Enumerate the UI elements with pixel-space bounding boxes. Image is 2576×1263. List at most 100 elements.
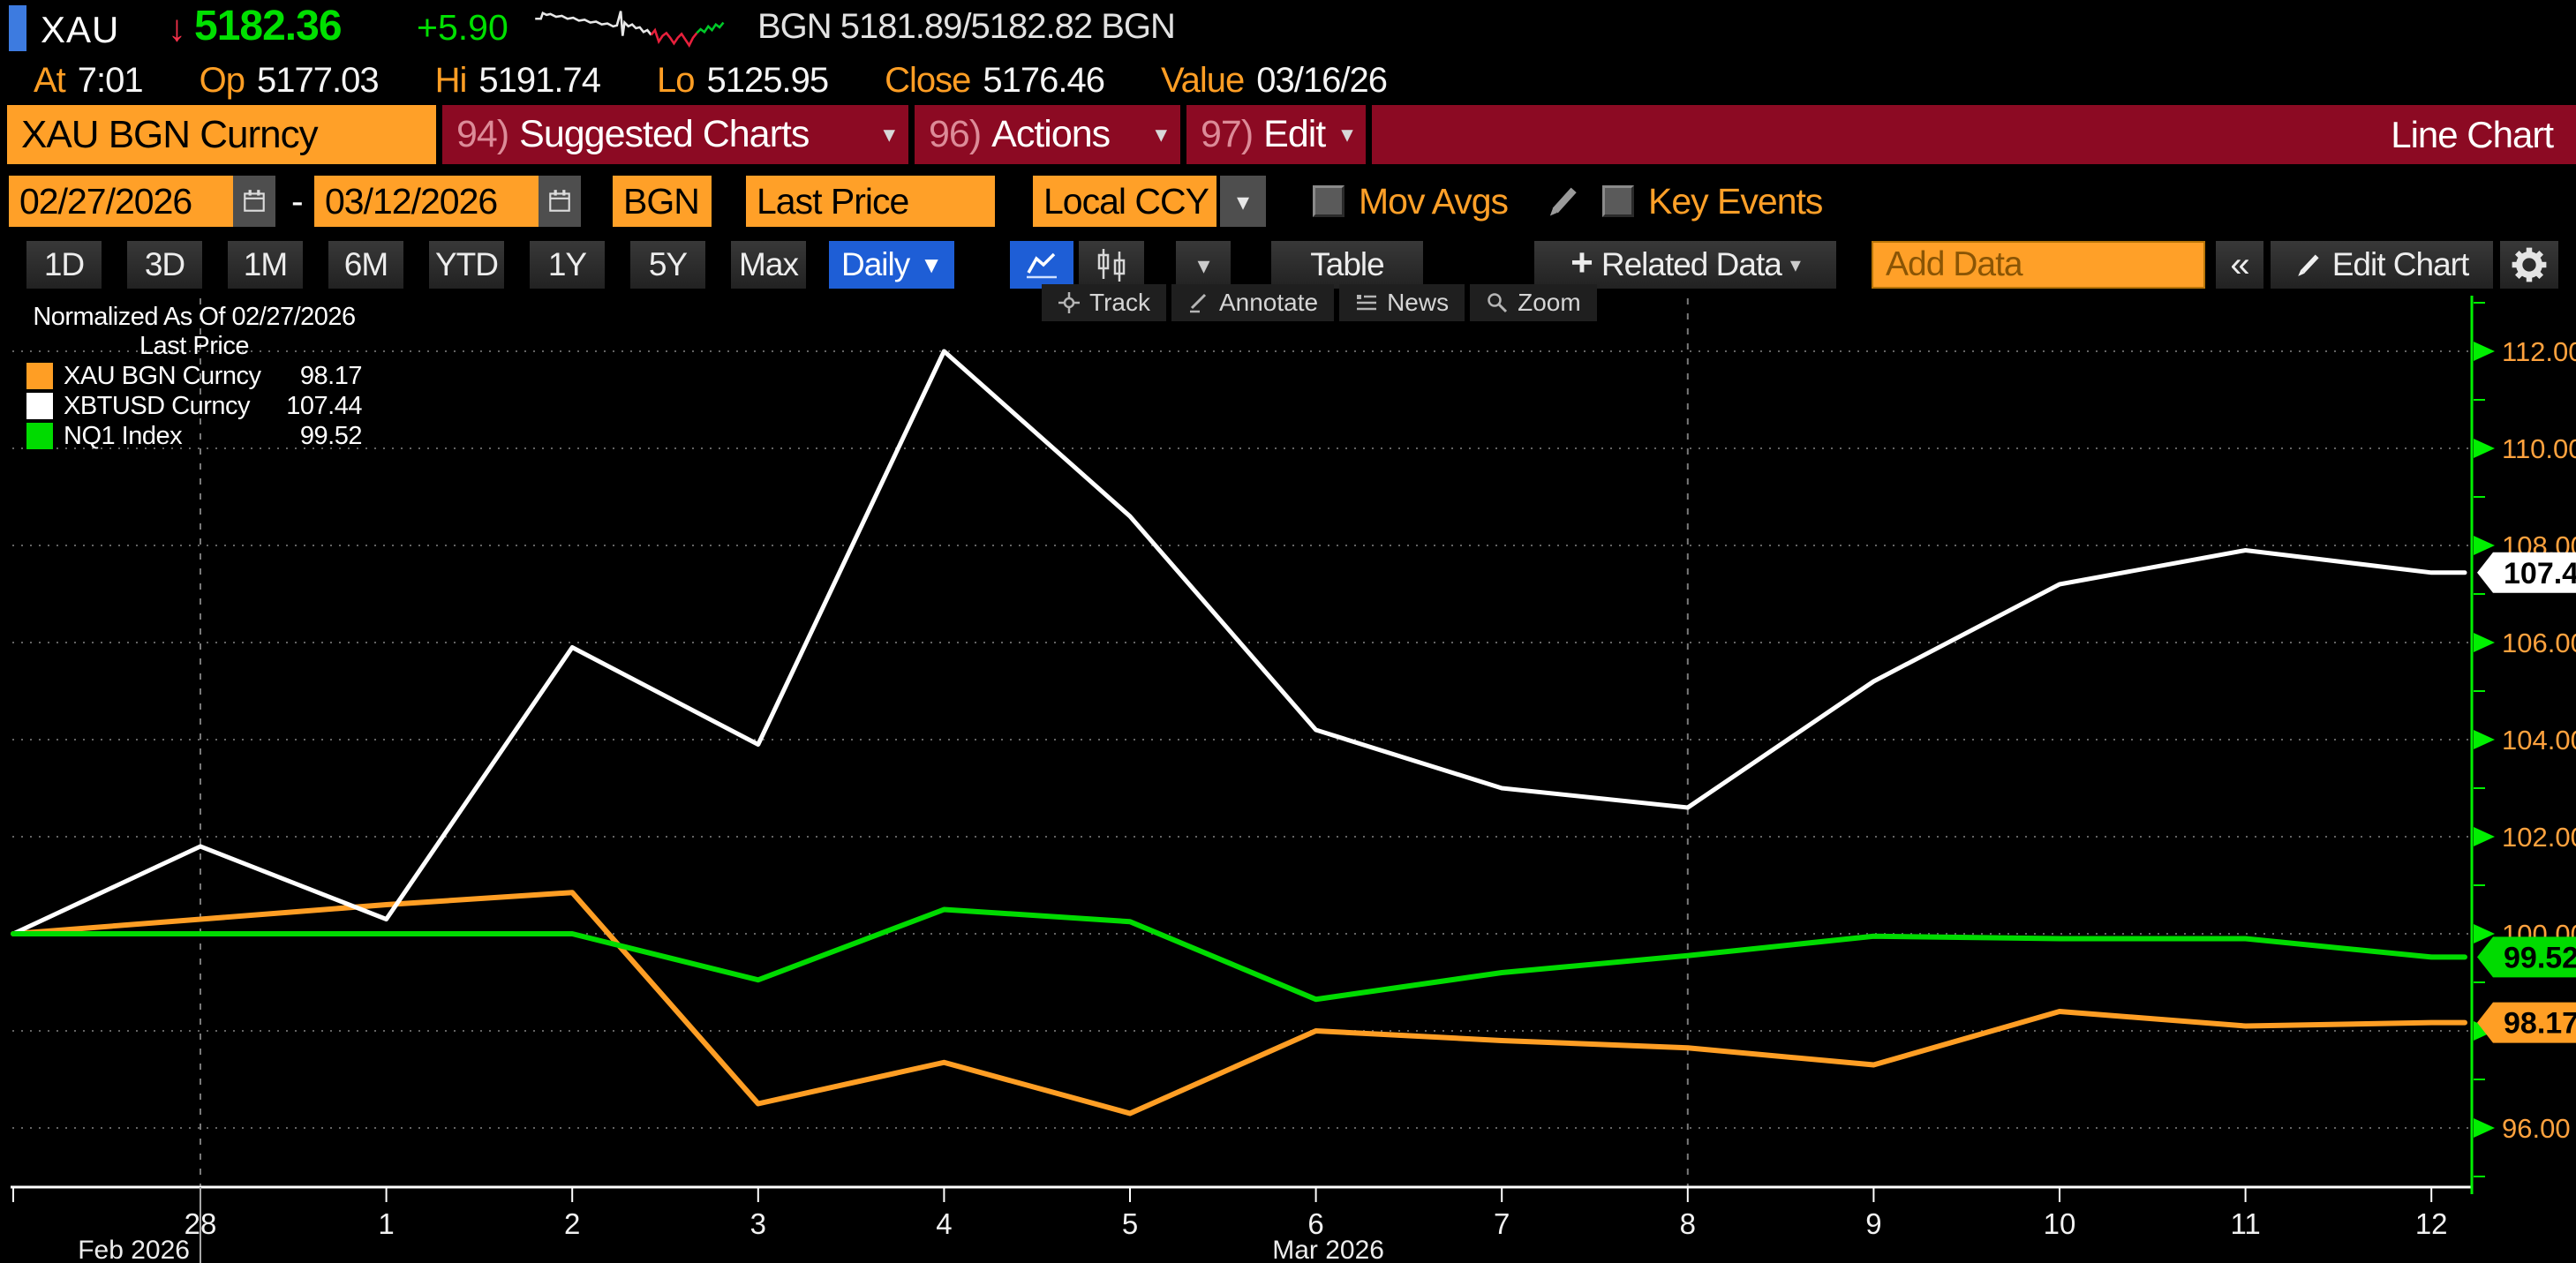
x-tick-label: 10 <box>2044 1207 2076 1240</box>
month-label: Feb 2026 <box>78 1236 190 1263</box>
add-data-input[interactable] <box>1872 241 2205 289</box>
calendar-icon[interactable] <box>233 176 275 227</box>
y-tick-label: 104.00 <box>2502 725 2576 756</box>
news-button[interactable]: News <box>1339 284 1465 321</box>
stat-at: At 7:01 <box>34 60 144 100</box>
date-range-separator: - <box>291 181 304 222</box>
stat-close: Close 5176.46 <box>885 60 1105 100</box>
range-button-ytd[interactable]: YTD <box>429 241 504 289</box>
range-button-6m[interactable]: 6M <box>328 241 403 289</box>
candle-chart-type-button[interactable] <box>1079 241 1144 289</box>
chevron-down-icon: ▾ <box>1341 121 1353 147</box>
price-sparkline-icon <box>535 11 725 48</box>
date-to-field[interactable]: 03/12/2026 <box>314 176 539 227</box>
daily-stats-row: At 7:01 Op 5177.03 Hi 5191.74 Lo 5125.95 Clo… <box>34 58 1388 102</box>
annotate-pencil-icon <box>1189 293 1207 313</box>
range-button-3d[interactable]: 3D <box>127 241 202 289</box>
price-tag-label: 98.17 <box>2504 1007 2576 1041</box>
x-tick-label: 4 <box>936 1207 952 1240</box>
chevron-down-icon: ▾ <box>1236 187 1250 215</box>
collapse-panel-button[interactable]: « <box>2216 241 2263 289</box>
related-data-button[interactable]: + Related Data ▾ <box>1534 241 1836 289</box>
security-name-field[interactable]: XAU BGN Curncy <box>7 105 436 164</box>
legend-item-nq1[interactable]: NQ1 Index 99.52 <box>26 421 363 451</box>
bid-ask-quote: BGN 5181.89/5182.82 BGN <box>757 7 1176 46</box>
legend-item-xbtusd[interactable]: XBTUSD Curncy 107.44 <box>26 391 362 421</box>
y-major-tick <box>2474 633 2495 652</box>
x-tick-label: 28 <box>185 1207 217 1240</box>
price-field-selector[interactable]: Last Price <box>746 176 995 227</box>
edit-chart-button[interactable]: Edit Chart <box>2271 241 2493 289</box>
range-button-1y[interactable]: 1Y <box>530 241 605 289</box>
chevron-down-icon: ▾ <box>1197 251 1209 279</box>
y-major-tick <box>2474 730 2495 749</box>
x-tick-label: 2 <box>564 1207 580 1240</box>
chevron-down-icon: ▾ <box>1155 121 1167 147</box>
legend-item-xau[interactable]: XAU BGN Curncy 98.17 <box>26 361 363 391</box>
y-major-tick <box>2474 342 2495 361</box>
x-tick-label: 6 <box>1307 1207 1323 1240</box>
price-tag-label: 107.44 <box>2504 557 2576 590</box>
price-change-value: +5.90 <box>417 7 508 48</box>
y-tick-label: 106.00 <box>2502 628 2576 658</box>
x-tick-label: 3 <box>750 1207 766 1240</box>
range-button-max[interactable]: Max <box>731 241 806 289</box>
mov-avgs-checkbox[interactable] <box>1313 185 1344 217</box>
table-button[interactable]: Table <box>1271 241 1423 289</box>
stat-high: Hi 5191.74 <box>434 60 601 100</box>
mov-avgs-label: Mov Avgs <box>1359 181 1509 222</box>
legend-subtitle: Last Price <box>139 332 249 360</box>
currency-field[interactable]: Local CCY <box>1033 176 1216 227</box>
calendar-icon[interactable] <box>539 176 581 227</box>
period-dropdown-button[interactable]: Daily ▼ <box>829 241 954 289</box>
menu-label: Actions <box>991 113 1111 155</box>
menu-edit[interactable]: 97) Edit ▾ <box>1186 105 1366 164</box>
mov-avgs-pencil-icon[interactable] <box>1545 182 1582 219</box>
track-button[interactable]: Track <box>1042 284 1166 321</box>
x-tick-label: 8 <box>1680 1207 1696 1240</box>
menu-label: Suggested Charts <box>519 113 810 155</box>
y-major-tick <box>2474 1118 2495 1138</box>
candlestick-icon <box>1097 249 1126 282</box>
x-tick-label: 9 <box>1865 1207 1881 1240</box>
x-tick-label: 11 <box>2230 1207 2260 1240</box>
x-tick-label: 7 <box>1494 1207 1510 1240</box>
x-tick-label: 5 <box>1122 1207 1138 1240</box>
magnifier-icon <box>1488 293 1508 313</box>
y-tick-label: 96.00 <box>2502 1113 2571 1144</box>
y-tick-label: 112.00 <box>2502 336 2576 367</box>
view-title: Line Chart <box>1372 105 2576 164</box>
range-button-1m[interactable]: 1M <box>228 241 303 289</box>
y-major-tick <box>2474 439 2495 458</box>
annotate-button[interactable]: Annotate <box>1171 284 1335 321</box>
line-chart-type-button[interactable] <box>1010 241 1073 289</box>
stat-low: Lo 5125.95 <box>656 60 829 100</box>
month-label: Mar 2026 <box>1272 1236 1384 1263</box>
last-price-value: 5182.36 <box>194 3 343 49</box>
crosshair-icon <box>1058 292 1080 313</box>
date-from-field[interactable]: 02/27/2026 <box>9 176 233 227</box>
price-tag-xbtusd-curncy <box>2477 552 2576 593</box>
series-line-xbtusd-curncy <box>11 349 2467 936</box>
settings-button[interactable] <box>2500 241 2558 289</box>
chevron-down-icon: ▾ <box>883 121 895 147</box>
y-tick-label: 110.00 <box>2502 433 2576 464</box>
stat-open: Op 5177.03 <box>199 60 380 100</box>
y-tick-label: 108.00 <box>2502 530 2576 561</box>
key-events-checkbox[interactable] <box>1602 185 1634 217</box>
pricing-source-field[interactable]: BGN <box>613 176 712 227</box>
series-line-xau-bgn-curncy <box>11 890 2467 1116</box>
x-tick-label: 1 <box>378 1207 394 1240</box>
line-chart-icon <box>1027 252 1057 279</box>
y-tick-label: 98.00 <box>2502 1016 2571 1047</box>
range-button-5y[interactable]: 5Y <box>630 241 705 289</box>
pencil-icon <box>2297 254 2319 276</box>
menu-actions[interactable]: 96) Actions ▾ <box>915 105 1180 164</box>
menu-suggested-charts[interactable]: 94) Suggested Charts ▾ <box>442 105 908 164</box>
ticker-symbol: XAU <box>41 9 120 50</box>
zoom-button[interactable]: Zoom <box>1470 284 1597 321</box>
range-button-1d[interactable]: 1D <box>26 241 102 289</box>
series-swatch <box>26 393 53 419</box>
currency-dropdown-button[interactable]: ▾ <box>1220 176 1266 227</box>
chart-type-dropdown-button[interactable]: ▾ <box>1176 241 1231 289</box>
